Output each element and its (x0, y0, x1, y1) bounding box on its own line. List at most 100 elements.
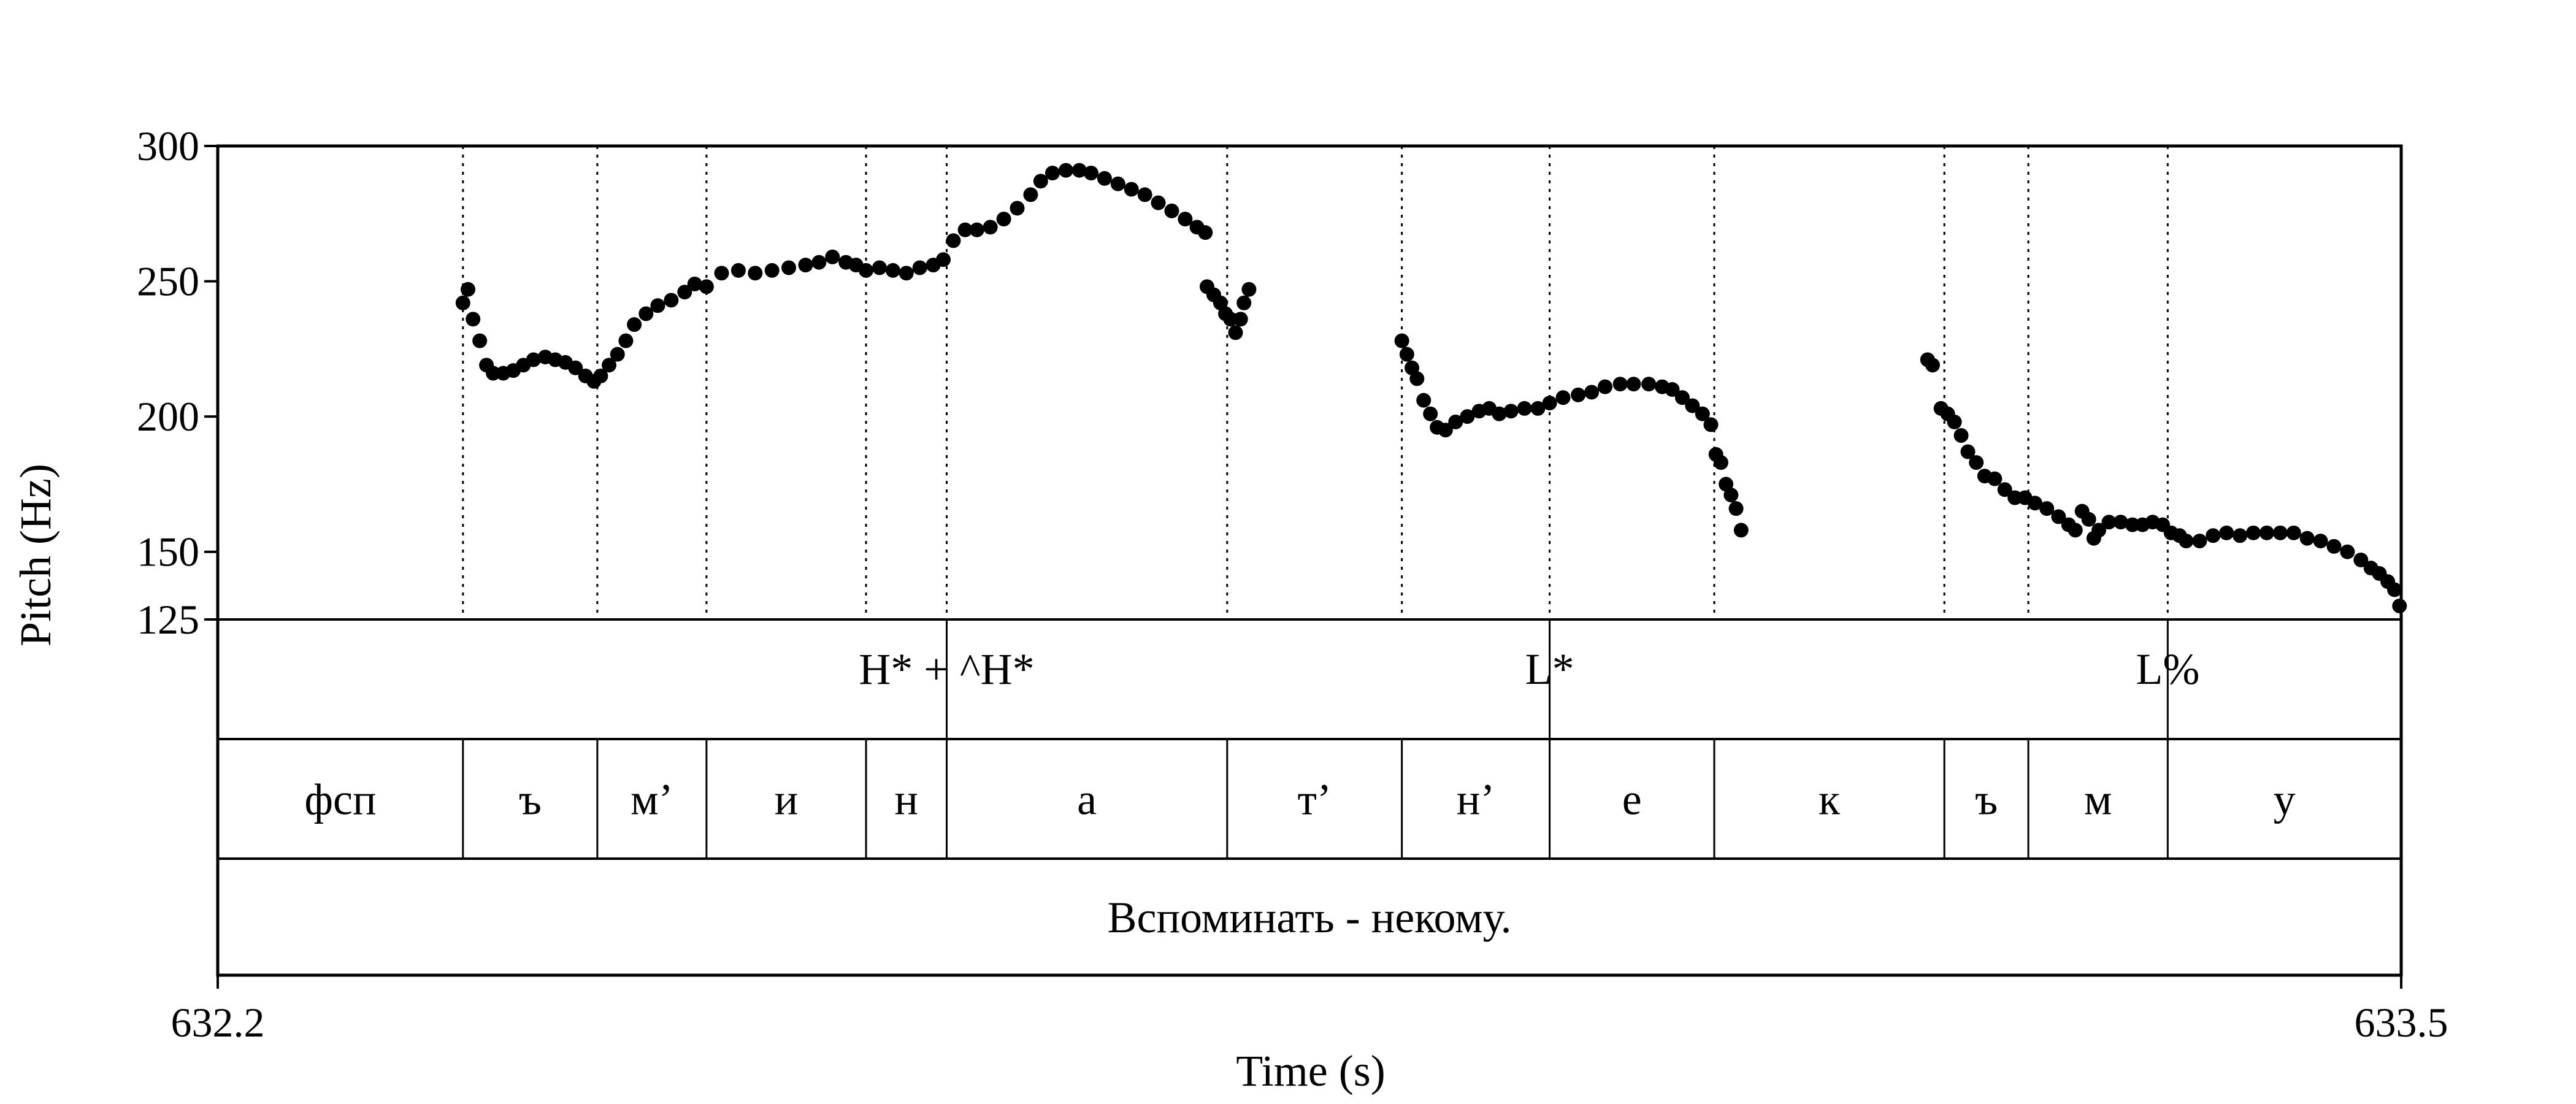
segment-label: е (1622, 775, 1642, 824)
tone-label: H* + ^H* (859, 645, 1034, 694)
pitch-point (1097, 171, 1112, 186)
pitch-point (1236, 295, 1252, 310)
segment-tier: фсп ъ м’ и н а т’ н’ е к ъ м у (304, 739, 2296, 859)
pitch-point (936, 252, 951, 267)
pitch-point (983, 220, 998, 235)
segment-label: к (1819, 775, 1841, 824)
pitch-point (1228, 325, 1243, 340)
pitch-point (2091, 523, 2107, 538)
pitch-point (1571, 387, 1586, 402)
x-tick-label: 632.2 (171, 999, 265, 1046)
pitch-point (2206, 528, 2221, 543)
pitch-point (618, 333, 634, 348)
pitch-point (885, 263, 900, 278)
pitch-point (2007, 490, 2023, 505)
pitch-point (1058, 163, 1073, 178)
pitch-point (1110, 176, 1125, 191)
tone-label: L% (2136, 645, 2199, 694)
y-tick-label: 200 (137, 393, 199, 440)
pitch-point (798, 258, 813, 273)
pitch-point (1733, 523, 1749, 538)
pitch-point (969, 222, 984, 237)
segment-label: м (2084, 775, 2112, 824)
pitch-point (1517, 401, 1532, 416)
pitch-point (872, 260, 887, 275)
pitch-point (2125, 517, 2140, 532)
pitch-point (2259, 525, 2274, 540)
pitch-point (1503, 404, 1519, 419)
plot-frame (216, 144, 2403, 977)
pitch-point (664, 293, 679, 308)
segment-label: м’ (631, 775, 673, 824)
segment-label: т’ (1297, 775, 1331, 824)
pitch-point (1137, 187, 1152, 202)
pitch-point (748, 266, 763, 281)
pitch-point (2179, 534, 2194, 549)
pitch-point (1033, 174, 1048, 189)
pitch-point (602, 358, 617, 373)
word-tier: Вспоминать - некому. (1108, 893, 1512, 942)
pitch-point (2246, 525, 2261, 540)
pitch-point (1071, 163, 1087, 178)
pitch-point (2192, 534, 2207, 549)
pitch-point (1045, 166, 1060, 181)
pitch-point (1674, 390, 1690, 405)
segment-label: а (1077, 775, 1097, 824)
y-axis-ticks: 300 250 200 150 125 (137, 123, 218, 643)
pitch-point (2392, 598, 2407, 613)
pitch-point (764, 263, 780, 278)
pitch-point (638, 306, 654, 321)
pitch-point (2272, 525, 2288, 540)
y-tick-label: 150 (137, 529, 199, 575)
pitch-point (2101, 515, 2117, 530)
pitch-point (1728, 501, 1744, 516)
x-tick-label: 633.5 (2355, 999, 2448, 1046)
pitch-point (2068, 523, 2083, 538)
pitch-point (1530, 401, 1546, 416)
pitch-point (1641, 377, 1657, 392)
pitch-point (996, 212, 1011, 227)
pitch-point (1713, 455, 1728, 470)
segment-label: и (775, 775, 799, 824)
pitch-point (2028, 496, 2043, 511)
segment-label: н’ (1457, 775, 1495, 824)
pitch-point (912, 260, 927, 275)
pitch-point (1997, 482, 2012, 497)
pitch-point (1416, 393, 1432, 408)
pitch-point (1612, 377, 1628, 392)
pitch-point (1626, 377, 1641, 392)
pitch-point (825, 249, 840, 264)
segment-label: у (2274, 775, 2296, 824)
pitch-point (1542, 396, 1557, 411)
pitch-point (1703, 417, 1719, 432)
pitch-point (1394, 333, 1409, 348)
pitch-point (1151, 195, 1166, 210)
pitch-point (1399, 347, 1414, 362)
x-axis-label: Time (s) (1236, 1046, 1385, 1095)
pitch-point (1438, 423, 1453, 438)
pitch-point (1695, 406, 1710, 421)
tone-tier: H* + ^H* L* L% (859, 619, 2199, 739)
pitch-point (2039, 501, 2055, 516)
pitch-points (455, 163, 2407, 613)
pitch-point (2299, 531, 2315, 546)
pitch-point (1987, 471, 2003, 486)
pitch-point (1925, 358, 1940, 373)
boundary-grid (462, 146, 2169, 619)
pitch-point (1723, 488, 1739, 503)
pitch-point (1010, 201, 1025, 216)
pitch-point (461, 282, 476, 297)
pitch-point (1584, 385, 1600, 400)
pitch-point (1233, 312, 1248, 327)
pitch-point (455, 295, 470, 310)
pitch-point (650, 298, 665, 313)
pitch-point (730, 263, 746, 278)
pitch-point (1597, 379, 1612, 394)
pitch-point (610, 347, 625, 362)
pitch-point (2051, 509, 2066, 524)
pitch-point (946, 233, 961, 248)
pitch-point (2233, 528, 2248, 543)
pitch-point (687, 276, 702, 291)
pitch-point (1164, 203, 1179, 218)
pitch-point (677, 285, 692, 300)
